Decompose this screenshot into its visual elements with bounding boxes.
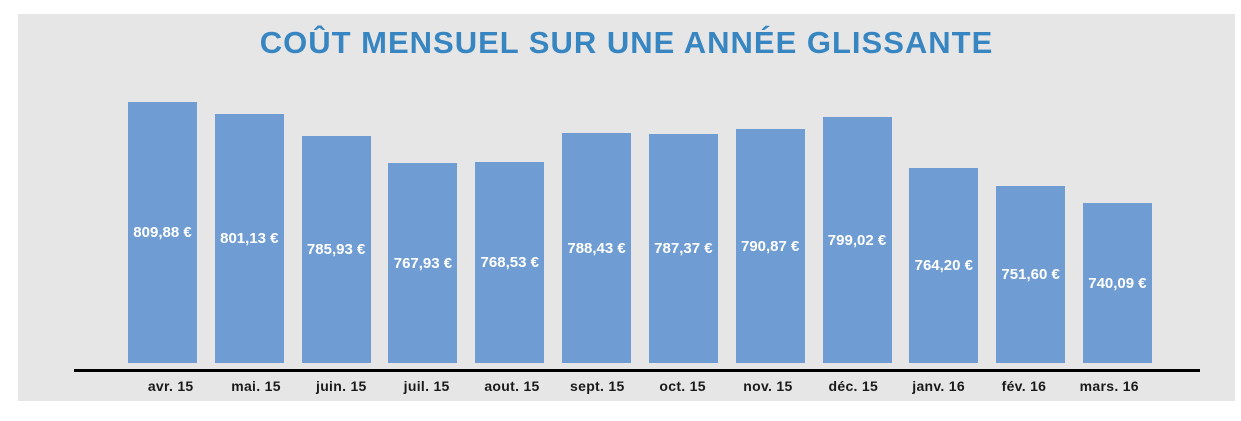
bar-value-label: 799,02 € — [827, 231, 887, 249]
bar: 787,37 € — [648, 134, 718, 363]
bars-container: 809,88 € 801,13 € 785,93 € 767,93 € 768,53 €… — [128, 93, 1152, 363]
bar: 785,93 € — [301, 136, 371, 363]
bar: 764,20 € — [909, 168, 979, 363]
x-axis-label: juil. 15 — [403, 378, 450, 394]
bar-value-label: 801,13 € — [220, 230, 279, 247]
chart-title: COÛT MENSUEL SUR UNE ANNÉE GLISSANTE — [259, 25, 994, 60]
bar-value-label: 740,09 € — [1088, 274, 1147, 292]
x-axis-label: avr. 15 — [147, 378, 194, 394]
x-axis-label: fév. 16 — [1001, 378, 1047, 394]
x-axis-label: juin. 15 — [316, 378, 367, 394]
x-axis-labels: avr. 15 mai. 15 juin. 15 juil. 15 aout. 15 se… — [128, 378, 1152, 394]
bar: 751,60 € — [996, 186, 1066, 363]
x-axis-label: oct. 15 — [659, 378, 706, 394]
bar-value-label: 785,93 € — [306, 241, 366, 258]
bar: 799,02 € — [822, 117, 892, 363]
bar: 767,93 € — [388, 163, 458, 363]
x-axis-label: déc. 15 — [828, 378, 879, 394]
x-axis-label: mars. 16 — [1079, 378, 1139, 394]
x-axis-label: mai. 15 — [231, 378, 281, 394]
bar-value-label: 790,87 € — [740, 237, 800, 255]
bar-value-label: 788,43 € — [567, 239, 626, 257]
bar: 801,13 € — [214, 114, 284, 363]
bar: 790,87 € — [735, 129, 805, 363]
bar: 768,53 € — [475, 162, 545, 363]
x-axis-line — [74, 369, 1200, 372]
bar: 809,88 € — [128, 102, 197, 363]
bar-value-label: 787,37 € — [654, 240, 713, 257]
x-axis-label: nov. 15 — [743, 378, 793, 394]
bar-value-label: 768,53 € — [480, 254, 539, 271]
bar-value-label: 809,88 € — [133, 224, 192, 241]
bar: 740,09 € — [1082, 203, 1152, 363]
bar: 788,43 € — [562, 133, 632, 363]
x-axis-label: sept. 15 — [570, 378, 625, 394]
bar-value-label: 751,60 € — [1001, 266, 1060, 283]
bar-value-label: 767,93 € — [393, 254, 453, 272]
x-axis-label: janv. 16 — [912, 378, 965, 394]
bar-value-label: 764,20 € — [914, 257, 973, 274]
chart-panel: COÛT MENSUEL SUR UNE ANNÉE GLISSANTE 809… — [18, 14, 1235, 401]
x-axis-label: aout. 15 — [484, 378, 540, 394]
